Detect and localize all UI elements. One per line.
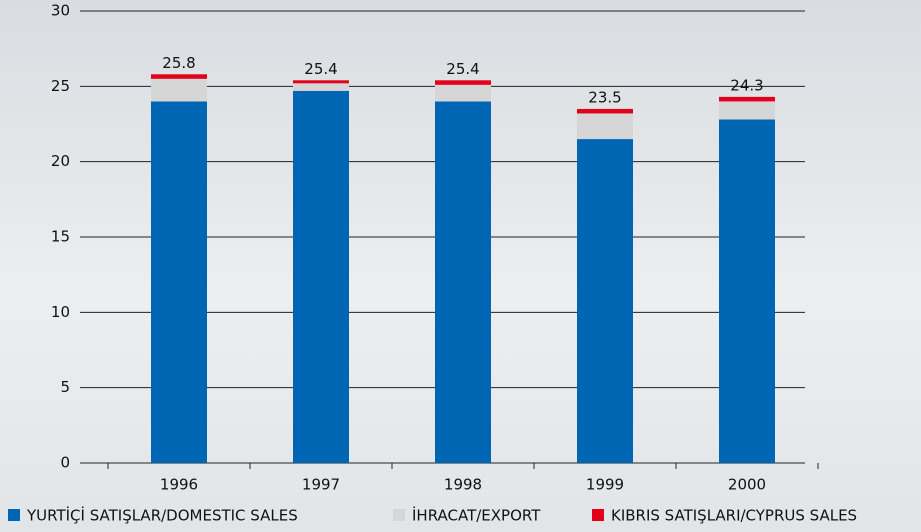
bar-segment: [293, 83, 349, 91]
y-tick-label: 30: [51, 2, 70, 20]
y-tick-label: 0: [60, 454, 70, 472]
x-tick-label: 1999: [586, 476, 624, 494]
legend-label: YURTİÇİ SATIŞLAR/DOMESTIC SALES: [26, 506, 298, 525]
x-tick-label: 1998: [444, 476, 482, 494]
legend-swatch: [8, 509, 20, 521]
bar-segment: [293, 90, 349, 463]
bar-segment: [719, 96, 775, 102]
total-label: 24.3: [730, 76, 763, 94]
total-label: 25.8: [162, 54, 195, 72]
bar-segment: [151, 101, 207, 464]
total-label: 23.5: [588, 88, 621, 106]
y-tick-label: 5: [60, 378, 70, 396]
x-tick-label: 1997: [302, 476, 340, 494]
total-label: 25.4: [446, 60, 479, 78]
bar-segment: [719, 119, 775, 463]
legend-label: KIBRIS SATIŞLARI/CYPRUS SALES: [611, 507, 857, 525]
legend-swatch: [592, 509, 604, 521]
bar-segment: [435, 101, 491, 464]
bar-segment: [577, 113, 633, 140]
x-tick-label: 1996: [160, 476, 198, 494]
y-tick-label: 15: [51, 228, 70, 246]
legend-label: İHRACAT/EXPORT: [412, 506, 541, 525]
legend-swatch: [393, 509, 405, 521]
bar-segment: [151, 78, 207, 102]
bar-segment: [577, 139, 633, 464]
y-tick-label: 20: [51, 152, 70, 170]
bar-segment: [293, 80, 349, 84]
total-label: 25.4: [304, 60, 337, 78]
bar-segment: [719, 101, 775, 120]
y-tick-label: 10: [51, 303, 70, 321]
bar-segment: [151, 74, 207, 79]
bar-segment: [577, 108, 633, 114]
bar-segment: [435, 80, 491, 85]
y-tick-label: 25: [51, 77, 70, 95]
bar-segment: [435, 84, 491, 102]
x-tick-label: 2000: [728, 476, 766, 494]
